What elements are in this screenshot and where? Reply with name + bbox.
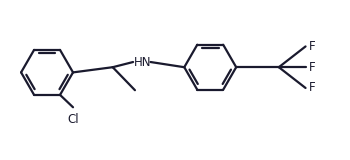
Text: F: F (308, 61, 315, 74)
Text: HN: HN (134, 56, 151, 68)
Text: F: F (308, 40, 315, 53)
Text: F: F (308, 81, 315, 94)
Text: Cl: Cl (67, 113, 79, 126)
